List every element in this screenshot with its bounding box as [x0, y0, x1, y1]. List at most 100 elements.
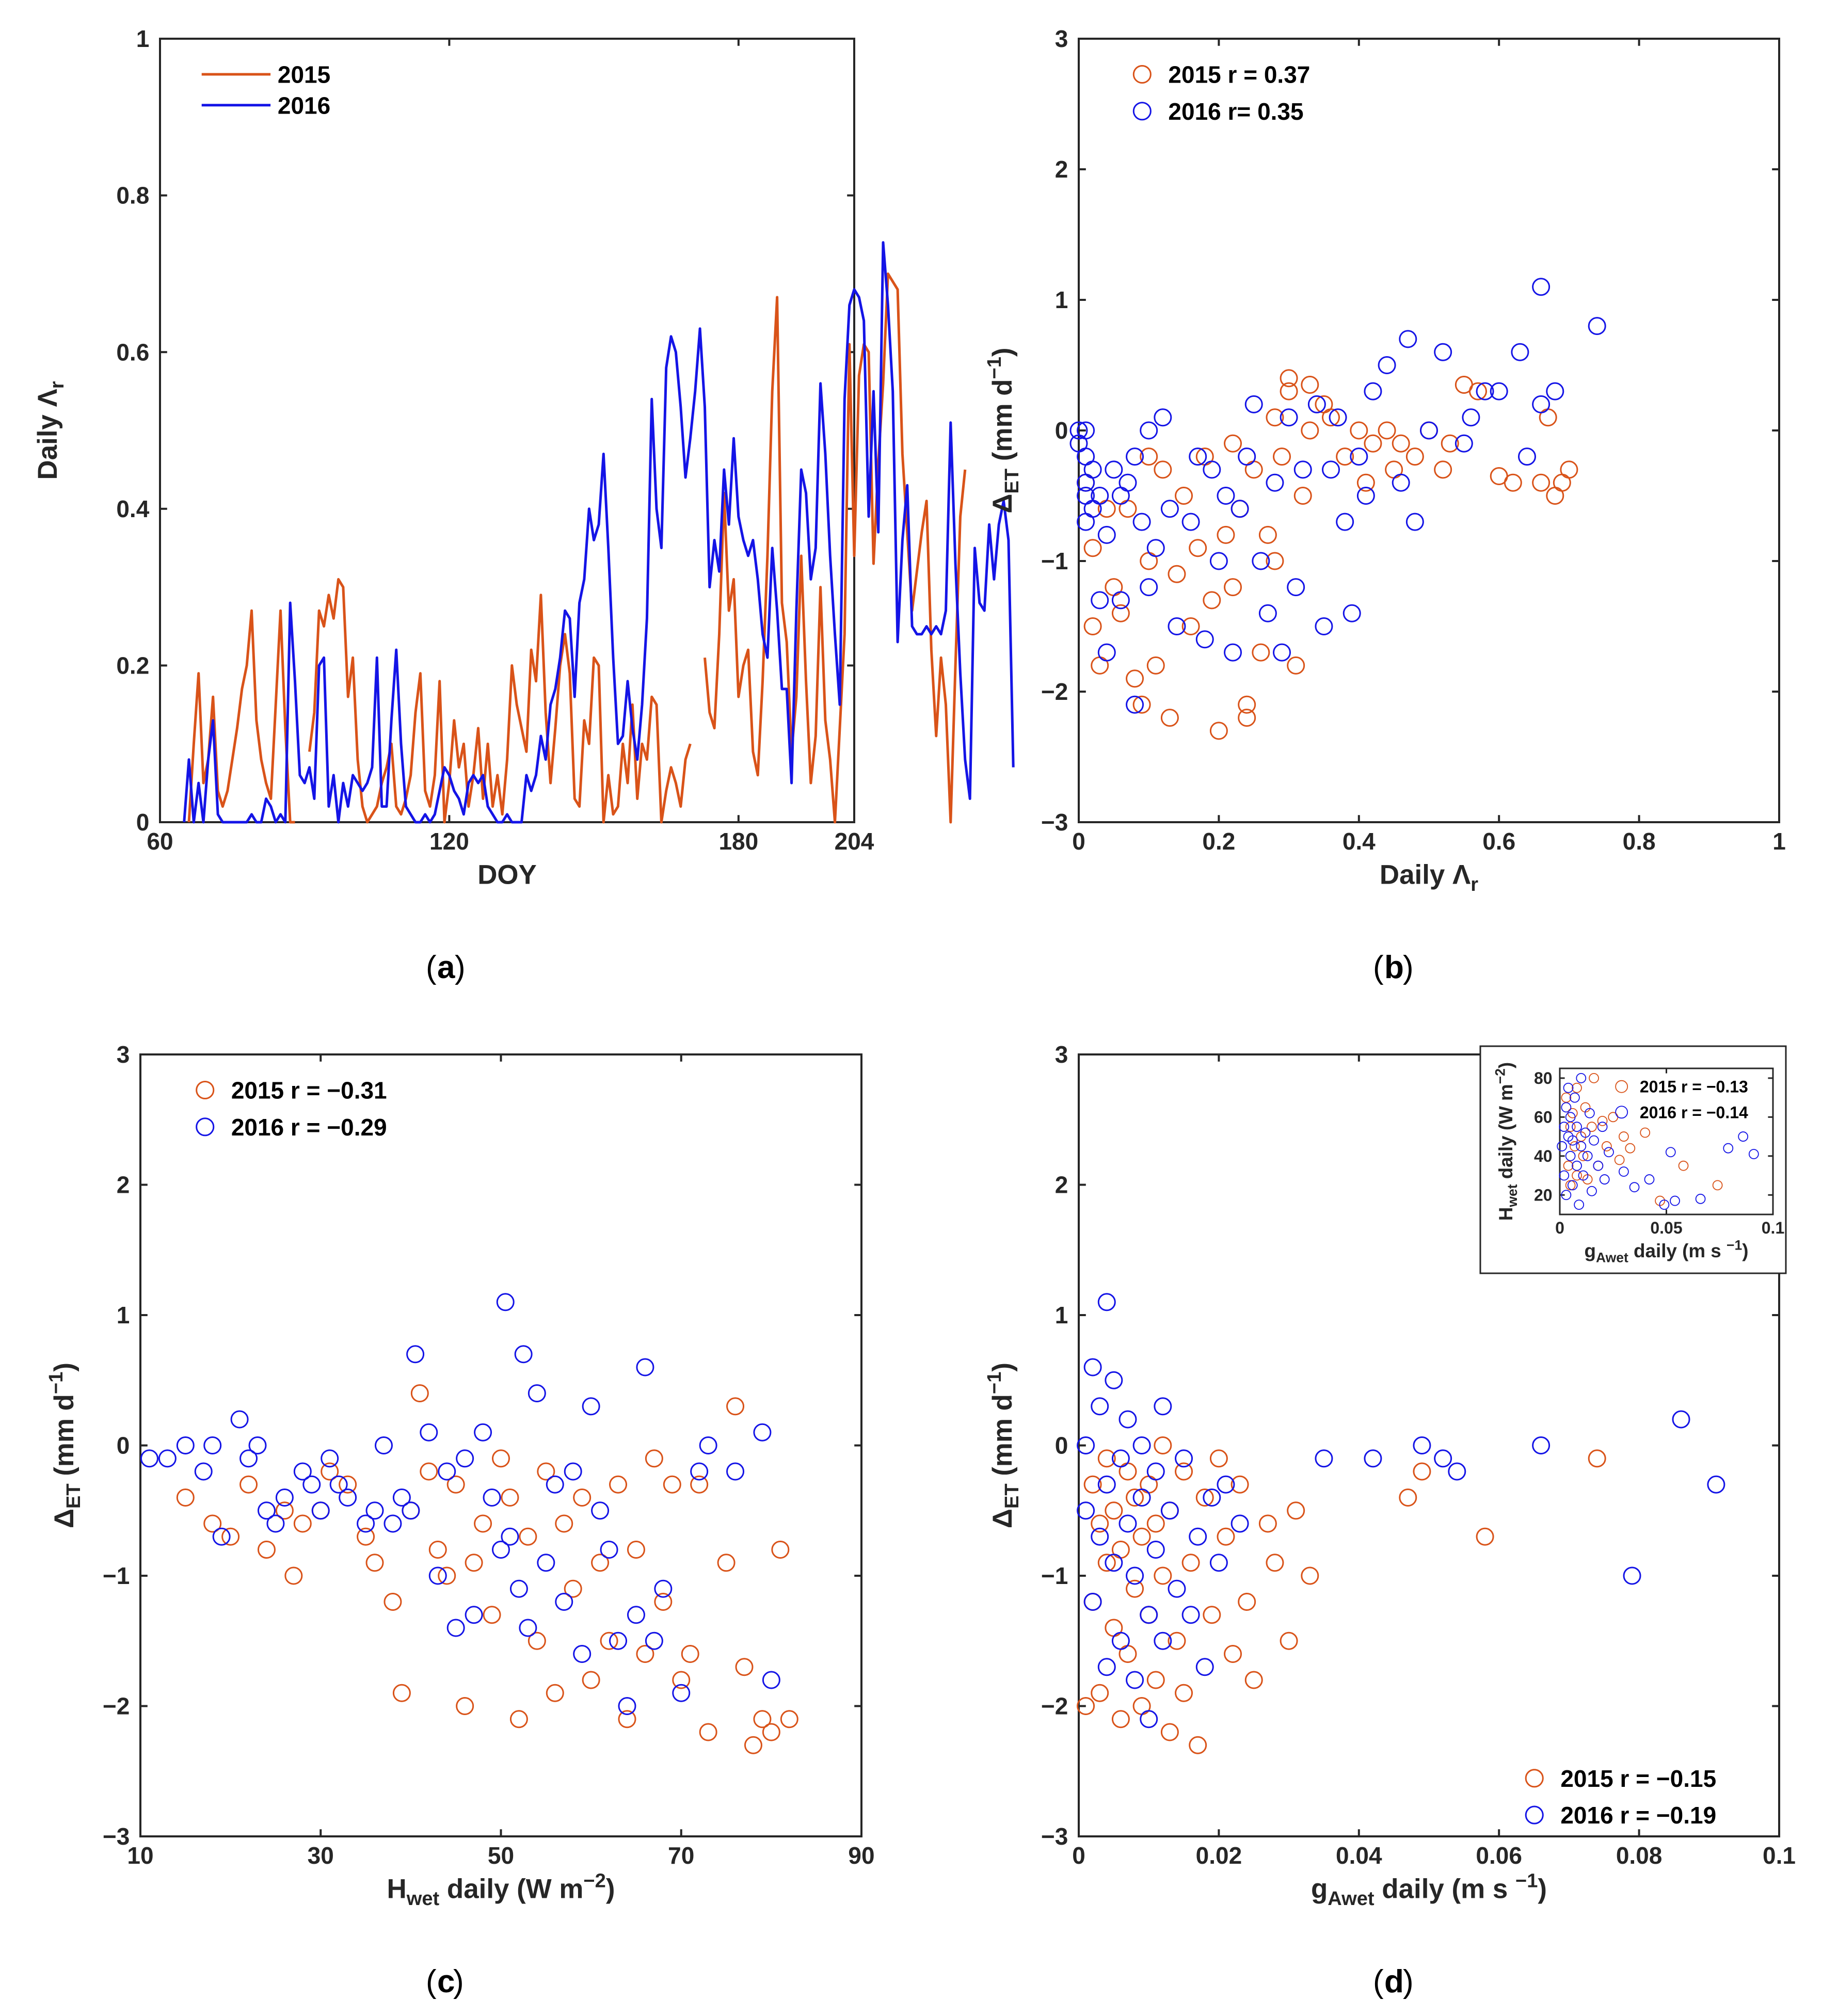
panel-c-point-2016 — [176, 1436, 195, 1454]
panel-d-point-2016 — [1083, 1358, 1102, 1377]
panel-d-inset-y-tick-label: 80 — [1534, 1069, 1553, 1087]
panel-c-point-2015 — [591, 1554, 610, 1572]
panel-c-point-2016 — [239, 1449, 258, 1468]
panel-d-point-2016 — [1707, 1475, 1725, 1494]
panel-b-y-tick-label: 2 — [1055, 156, 1068, 183]
panel-c-point-2016 — [492, 1541, 510, 1559]
panel-c-y-tick-label: −1 — [103, 1562, 130, 1589]
panel-b-point-2016 — [1097, 525, 1116, 544]
panel-d-inset-point-2016 — [1572, 1160, 1582, 1171]
panel-b-point-2015 — [1364, 434, 1382, 453]
panel-d-point-2016 — [1097, 1658, 1116, 1676]
panel-b-point-2016 — [1392, 473, 1410, 492]
panel-b-point-2016 — [1244, 395, 1263, 413]
panel-d-point-2016 — [1105, 1554, 1123, 1572]
panel-c-point-2015 — [465, 1554, 483, 1572]
panel-b-point-2015 — [1083, 617, 1102, 635]
panel-b-point-2016 — [1342, 604, 1361, 622]
panel-c-point-2016 — [311, 1501, 330, 1520]
panel-b-y-tick-label: 1 — [1055, 286, 1068, 313]
panel-c-point-2015 — [780, 1710, 798, 1729]
panel-c-point-2016 — [582, 1397, 600, 1416]
panel-b-point-2016 — [1126, 695, 1144, 714]
panel-d-x-tick-label: 0 — [1072, 1842, 1085, 1869]
panel-d-point-2016 — [1077, 1436, 1095, 1454]
panel-c-point-2015 — [762, 1723, 780, 1741]
panel-d-inset-point-2016 — [1629, 1182, 1640, 1193]
panel-b-legend-swatch — [1132, 65, 1152, 84]
panel-c-point-2016 — [158, 1449, 177, 1468]
panel-d-inset-x-tick-label: 0 — [1555, 1219, 1564, 1237]
panel-d-inset-y-axis-label: Hwet daily (W m−2) — [1492, 1062, 1520, 1221]
panel-d-point-2016 — [1146, 1462, 1165, 1481]
panel-b-point-2015 — [1160, 709, 1179, 727]
panel-d-point-2015 — [1209, 1449, 1228, 1468]
panel-d-point-2015 — [1301, 1566, 1319, 1585]
panel-c-point-2016 — [519, 1619, 537, 1637]
panel-b-point-2016 — [1405, 513, 1424, 531]
panel-d-point-2015 — [1266, 1554, 1284, 1572]
panel-d-inset-x-axis-label: gAwet daily (m s −1) — [1585, 1237, 1749, 1265]
panel-b-x-axis-label: Daily Λr — [1380, 860, 1478, 895]
panel-d-point-2016 — [1091, 1397, 1109, 1416]
panel-b-point-2015 — [1441, 434, 1459, 453]
panel-d-inset-x-tick-label: 0.1 — [1762, 1219, 1784, 1237]
panel-c-point-2015 — [672, 1671, 691, 1689]
panel-c-point-2015 — [203, 1514, 222, 1533]
panel-b-point-2015 — [1209, 722, 1228, 740]
panel-b-point-2016 — [1476, 382, 1494, 401]
panel-a-series-line-2015 — [704, 272, 967, 824]
panel-b-point-2016 — [1378, 356, 1396, 374]
panel-b-x-tick-label: 0.4 — [1342, 828, 1376, 855]
panel-d-inset-point-2015 — [1587, 1122, 1597, 1132]
panel-b-point-2016 — [1315, 617, 1333, 635]
panel-c-point-2015 — [645, 1449, 663, 1468]
panel-c-legend-swatch — [196, 1080, 215, 1100]
panel-b-point-2016 — [1209, 552, 1228, 570]
panel-d-point-2016 — [1209, 1554, 1228, 1572]
panel-b-point-2016 — [1258, 604, 1277, 622]
panel-b-point-2016 — [1420, 421, 1438, 440]
panel-b-point-2016 — [1189, 447, 1207, 466]
panel-d-point-2015 — [1126, 1489, 1144, 1507]
panel-d-point-2016 — [1195, 1658, 1214, 1676]
panel-c-point-2016 — [564, 1462, 582, 1481]
panel-c-x-axis-label: Hwet daily (W m−2) — [387, 1870, 615, 1909]
panel-d-point-2015 — [1230, 1475, 1249, 1494]
panel-c-point-2016 — [275, 1489, 294, 1507]
panel-d-point-2015 — [1588, 1449, 1606, 1468]
panel-c-point-2015 — [771, 1541, 790, 1559]
panel-b-point-2016 — [1252, 552, 1270, 570]
panel-c-y-tick-label: 2 — [117, 1172, 130, 1198]
panel-d-x-tick-label: 0.02 — [1196, 1842, 1242, 1869]
panel-b-point-2015 — [1203, 591, 1221, 610]
panel-d-point-2015 — [1154, 1436, 1172, 1454]
panel-b-point-2016 — [1091, 487, 1109, 505]
panel-d-point-2016 — [1077, 1501, 1095, 1520]
panel-d-inset-legend-label: 2016 r = −0.14 — [1640, 1103, 1748, 1122]
panel-d-y-axis-label: ΔET (mm d−1) — [984, 1363, 1023, 1528]
panel-b-point-2015 — [1224, 434, 1242, 453]
panel-b-point-2015 — [1111, 604, 1130, 622]
panel-d-point-2016 — [1448, 1462, 1466, 1481]
panel-b-point-2015 — [1356, 473, 1375, 492]
panel-d-inset-point-2016 — [1670, 1195, 1680, 1206]
panel-b-point-2015 — [1434, 460, 1452, 479]
panel-c-point-2016 — [591, 1501, 610, 1520]
panel-b-point-2015 — [1301, 421, 1319, 440]
panel-c-point-2015 — [339, 1475, 357, 1494]
panel-d-inset-point-2016 — [1580, 1127, 1591, 1138]
panel-b-point-2016 — [1364, 382, 1382, 401]
caption-close-a: ) — [455, 950, 466, 985]
panel-b-point-2015 — [1322, 408, 1340, 427]
panel-d-point-2015 — [1238, 1593, 1256, 1611]
panel-b-point-2016 — [1336, 513, 1354, 531]
panel-b-point-2016 — [1069, 421, 1088, 440]
panel-b-point-2016 — [1322, 460, 1340, 479]
panel-c-point-2016 — [321, 1449, 339, 1468]
panel-c-point-2015 — [564, 1579, 582, 1598]
panel-c-point-2016 — [257, 1501, 276, 1520]
panel-c-point-2016 — [194, 1462, 213, 1481]
panel-c-point-2016 — [446, 1619, 465, 1637]
panel-b-point-2016 — [1532, 278, 1551, 296]
